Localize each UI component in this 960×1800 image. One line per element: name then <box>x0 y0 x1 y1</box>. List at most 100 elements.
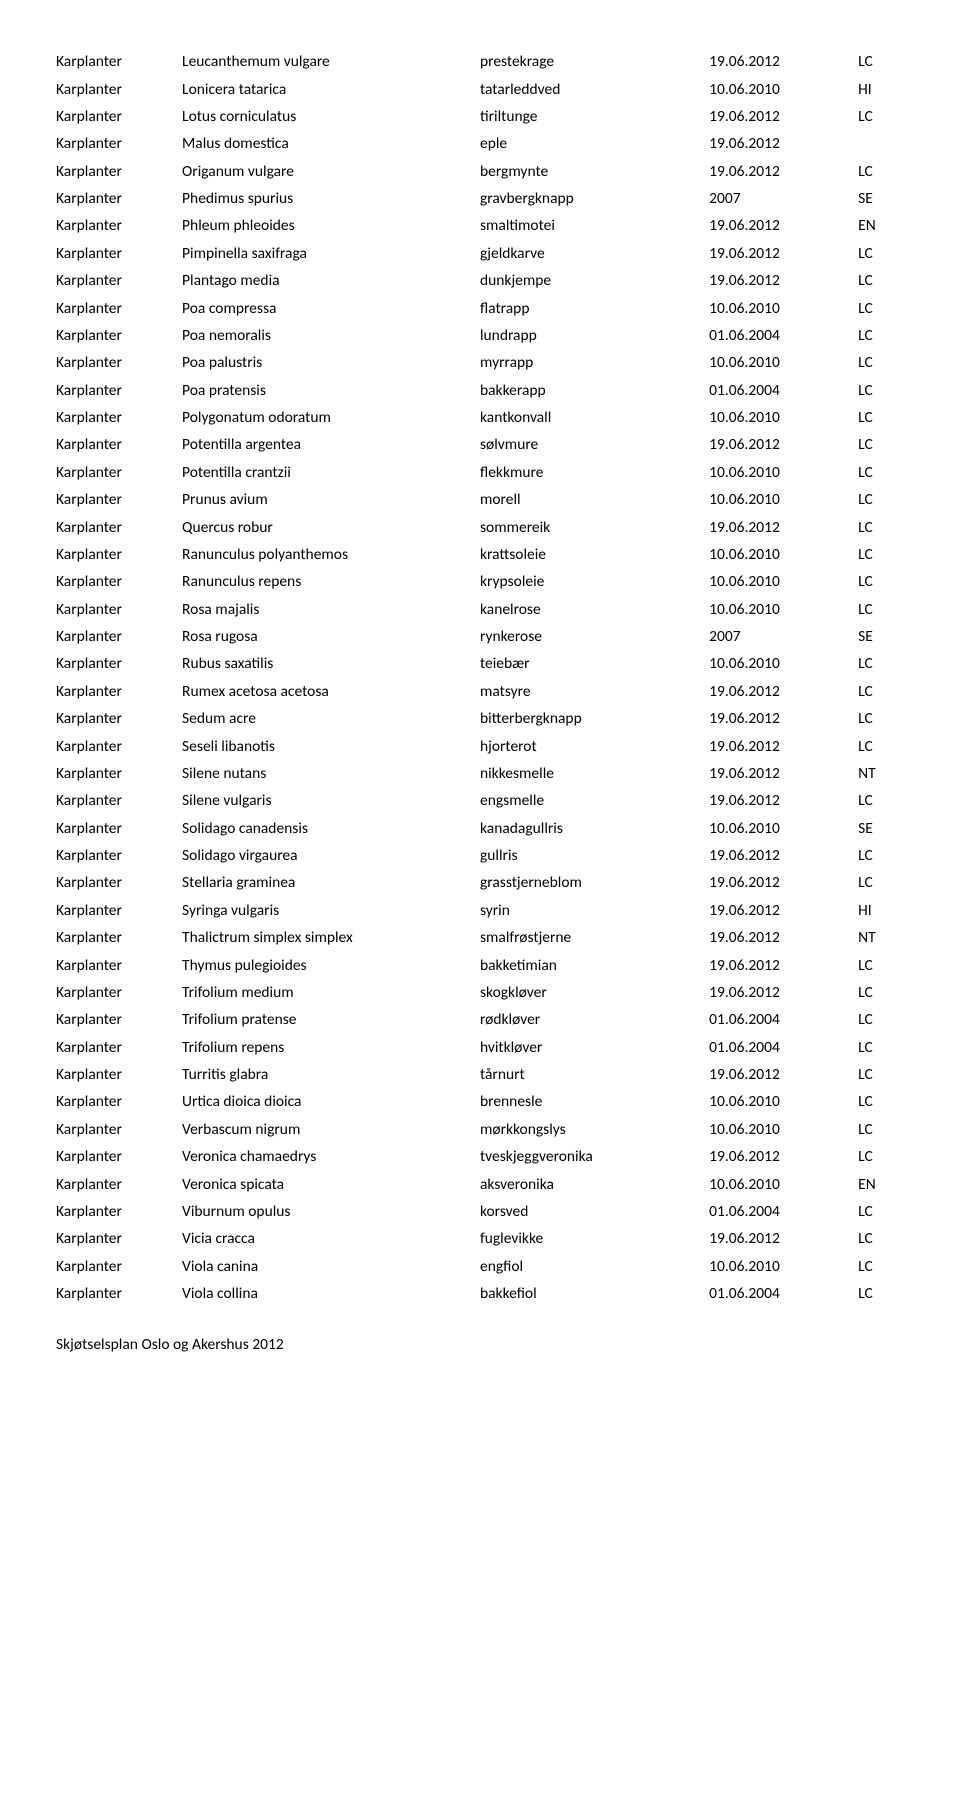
latin-name-cell: Pimpinella saxifraga <box>182 240 480 267</box>
latin-name-cell: Polygonatum odoratum <box>182 404 480 431</box>
latin-name-cell: Urtica dioica dioica <box>182 1088 480 1115</box>
norwegian-name-cell: tveskjeggveronika <box>480 1143 709 1170</box>
norwegian-name-cell: rynkerose <box>480 623 709 650</box>
status-cell: LC <box>858 1143 904 1170</box>
latin-name-cell: Poa pratensis <box>182 377 480 404</box>
status-cell: LC <box>858 1225 904 1252</box>
table-row: KarplanterTrifolium mediumskogkløver19.0… <box>56 979 904 1006</box>
norwegian-name-cell: flekkmure <box>480 459 709 486</box>
group-cell: Karplanter <box>56 924 182 951</box>
latin-name-cell: Plantago media <box>182 267 480 294</box>
norwegian-name-cell: smalfrøstjerne <box>480 924 709 951</box>
group-cell: Karplanter <box>56 1116 182 1143</box>
table-row: KarplanterViola collinabakkefiol01.06.20… <box>56 1280 904 1307</box>
latin-name-cell: Quercus robur <box>182 513 480 540</box>
latin-name-cell: Potentilla crantzii <box>182 459 480 486</box>
group-cell: Karplanter <box>56 404 182 431</box>
norwegian-name-cell: grasstjerneblom <box>480 869 709 896</box>
date-cell: 19.06.2012 <box>709 158 858 185</box>
date-cell: 19.06.2012 <box>709 678 858 705</box>
table-row: KarplanterUrtica dioica dioicabrennesle1… <box>56 1088 904 1115</box>
status-cell: LC <box>858 240 904 267</box>
date-cell: 19.06.2012 <box>709 869 858 896</box>
latin-name-cell: Viola collina <box>182 1280 480 1307</box>
group-cell: Karplanter <box>56 1006 182 1033</box>
norwegian-name-cell: eple <box>480 130 709 157</box>
status-cell: LC <box>858 158 904 185</box>
latin-name-cell: Rosa rugosa <box>182 623 480 650</box>
date-cell: 19.06.2012 <box>709 787 858 814</box>
norwegian-name-cell: myrrapp <box>480 349 709 376</box>
date-cell: 10.06.2010 <box>709 1116 858 1143</box>
date-cell: 10.06.2010 <box>709 650 858 677</box>
latin-name-cell: Thymus pulegioides <box>182 951 480 978</box>
table-row: KarplanterSolidago virgaureagullris19.06… <box>56 842 904 869</box>
table-row: KarplanterThymus pulegioidesbakketimian1… <box>56 951 904 978</box>
norwegian-name-cell: sølvmure <box>480 431 709 458</box>
latin-name-cell: Rubus saxatilis <box>182 650 480 677</box>
latin-name-cell: Trifolium repens <box>182 1034 480 1061</box>
latin-name-cell: Viburnum opulus <box>182 1198 480 1225</box>
table-row: KarplanterTrifolium repenshvitkløver01.0… <box>56 1034 904 1061</box>
status-cell: LC <box>858 732 904 759</box>
group-cell: Karplanter <box>56 1170 182 1197</box>
table-row: KarplanterRanunculus polyanthemoskrattso… <box>56 541 904 568</box>
date-cell: 01.06.2004 <box>709 1034 858 1061</box>
table-row: KarplanterPlantago mediadunkjempe19.06.2… <box>56 267 904 294</box>
status-cell: SE <box>858 185 904 212</box>
norwegian-name-cell: sommereik <box>480 513 709 540</box>
table-row: KarplanterVeronica spicataaksveronika10.… <box>56 1170 904 1197</box>
status-cell: LC <box>858 486 904 513</box>
latin-name-cell: Trifolium pratense <box>182 1006 480 1033</box>
group-cell: Karplanter <box>56 349 182 376</box>
date-cell: 19.06.2012 <box>709 212 858 239</box>
table-row: KarplanterMalus domesticaeple19.06.2012 <box>56 130 904 157</box>
norwegian-name-cell: mørkkongslys <box>480 1116 709 1143</box>
status-cell: LC <box>858 513 904 540</box>
table-row: KarplanterTrifolium pratenserødkløver01.… <box>56 1006 904 1033</box>
group-cell: Karplanter <box>56 869 182 896</box>
norwegian-name-cell: bakkefiol <box>480 1280 709 1307</box>
norwegian-name-cell: tatarleddved <box>480 75 709 102</box>
norwegian-name-cell: prestekrage <box>480 48 709 75</box>
latin-name-cell: Potentilla argentea <box>182 431 480 458</box>
status-cell: EN <box>858 212 904 239</box>
table-row: KarplanterSolidago canadensiskanadagullr… <box>56 815 904 842</box>
group-cell: Karplanter <box>56 103 182 130</box>
latin-name-cell: Phleum phleoides <box>182 212 480 239</box>
latin-name-cell: Vicia cracca <box>182 1225 480 1252</box>
table-row: KarplanterStellaria gramineagrasstjerneb… <box>56 869 904 896</box>
status-cell: LC <box>858 1061 904 1088</box>
latin-name-cell: Origanum vulgare <box>182 158 480 185</box>
date-cell: 19.06.2012 <box>709 240 858 267</box>
status-cell <box>858 130 904 157</box>
latin-name-cell: Stellaria graminea <box>182 869 480 896</box>
status-cell: NT <box>858 760 904 787</box>
latin-name-cell: Poa palustris <box>182 349 480 376</box>
latin-name-cell: Solidago canadensis <box>182 815 480 842</box>
date-cell: 10.06.2010 <box>709 75 858 102</box>
table-row: KarplanterSilene vulgarisengsmelle19.06.… <box>56 787 904 814</box>
species-table: KarplanterLeucanthemum vulgareprestekrag… <box>56 48 904 1307</box>
norwegian-name-cell: korsved <box>480 1198 709 1225</box>
table-row: KarplanterTurritis glabratårnurt19.06.20… <box>56 1061 904 1088</box>
group-cell: Karplanter <box>56 678 182 705</box>
status-cell: LC <box>858 459 904 486</box>
status-cell: HI <box>858 75 904 102</box>
date-cell: 19.06.2012 <box>709 1061 858 1088</box>
table-row: KarplanterRanunculus repenskrypsoleie10.… <box>56 568 904 595</box>
date-cell: 19.06.2012 <box>709 513 858 540</box>
norwegian-name-cell: tiriltunge <box>480 103 709 130</box>
status-cell: LC <box>858 705 904 732</box>
status-cell: LC <box>858 1280 904 1307</box>
latin-name-cell: Phedimus spurius <box>182 185 480 212</box>
latin-name-cell: Turritis glabra <box>182 1061 480 1088</box>
status-cell: LC <box>858 1116 904 1143</box>
group-cell: Karplanter <box>56 185 182 212</box>
group-cell: Karplanter <box>56 623 182 650</box>
group-cell: Karplanter <box>56 1143 182 1170</box>
group-cell: Karplanter <box>56 787 182 814</box>
table-row: KarplanterQuercus robursommereik19.06.20… <box>56 513 904 540</box>
date-cell: 19.06.2012 <box>709 103 858 130</box>
group-cell: Karplanter <box>56 1280 182 1307</box>
